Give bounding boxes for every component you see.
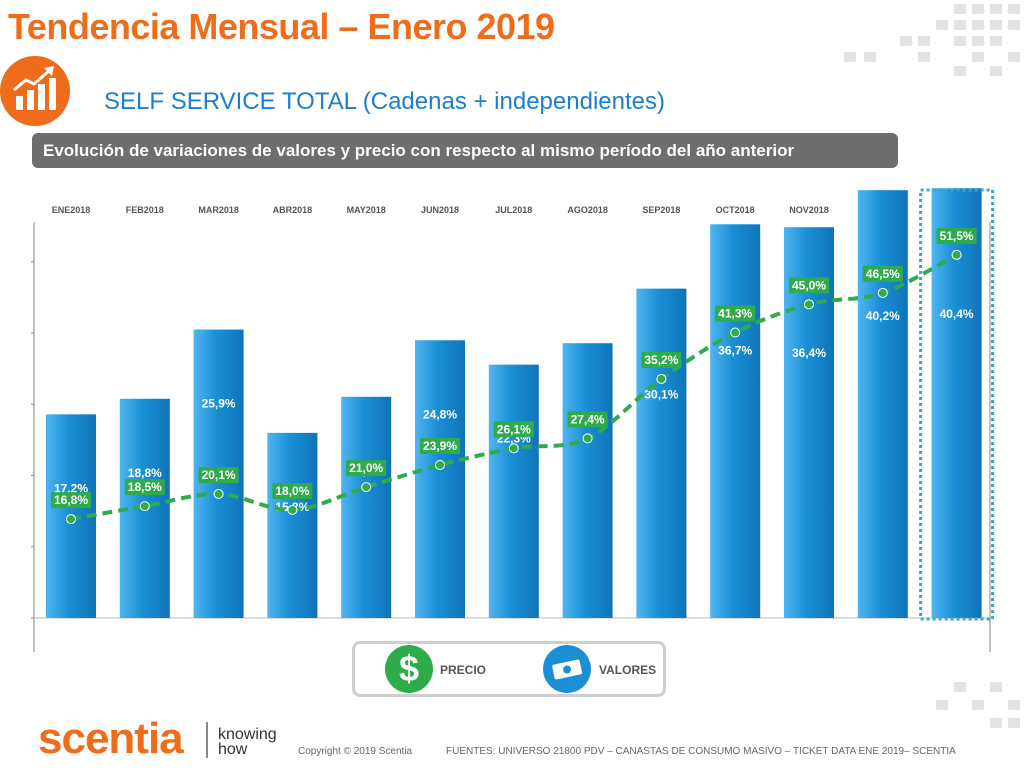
value-bar-label: 36,4%	[792, 346, 826, 360]
category-label: JUN2018	[421, 205, 459, 215]
category-label: AGO2018	[567, 205, 608, 215]
price-label: 41,3%	[718, 307, 752, 321]
price-label-box	[124, 479, 165, 496]
price-label-box	[272, 482, 313, 499]
section-subtitle: SELF SERVICE TOTAL (Cadenas + independie…	[104, 88, 665, 115]
combo-chart: ENE2018 FEB2018 MAR2018 ABR2018 MAY2018 JUN20…	[31, 188, 995, 652]
category-label: ENE2018	[52, 205, 91, 215]
price-label-box	[346, 460, 387, 477]
value-bars	[46, 188, 982, 619]
price-label-box	[641, 351, 682, 368]
tagline-line-1: knowing	[218, 726, 277, 743]
category-label: MAR2018	[198, 205, 239, 215]
dollar-icon: $	[385, 645, 433, 693]
value-bar	[636, 288, 687, 618]
chart-legend: $ PRECIO VALORES	[352, 641, 666, 697]
logo-divider	[206, 722, 208, 758]
price-point	[287, 504, 298, 515]
price-point	[582, 433, 593, 444]
category-label: OCT2018	[716, 205, 755, 215]
price-label: 21,0%	[349, 461, 383, 475]
value-bar-label: 24,8%	[423, 407, 457, 421]
value-bar	[415, 340, 465, 618]
value-bar	[488, 364, 539, 618]
price-label: 46,5%	[866, 267, 900, 281]
price-label-box	[198, 466, 239, 483]
price-point	[508, 443, 519, 454]
price-label-box	[936, 227, 977, 244]
price-label: 23,9%	[423, 439, 457, 453]
value-bar	[562, 343, 613, 618]
value-bar-label: 40,4%	[940, 307, 974, 321]
price-label-box	[420, 438, 460, 455]
price-point	[877, 287, 888, 298]
price-point	[435, 460, 445, 471]
price-line	[66, 249, 962, 525]
price-label-box	[789, 277, 829, 294]
legend-value-label: VALORES	[599, 663, 657, 677]
value-bar-label: 25,9%	[202, 397, 236, 411]
highlight-frame-rect	[919, 188, 995, 621]
category-label: NOV2018	[789, 205, 829, 215]
price-label: 27,4%	[571, 412, 605, 426]
price-label: 35,2%	[644, 353, 678, 367]
price-point	[66, 514, 76, 525]
value-bar	[857, 190, 908, 618]
highlight-frame	[919, 188, 995, 621]
value-bar-label: 36,7%	[718, 343, 752, 357]
legend-price-label: PRECIO	[440, 663, 487, 677]
copyright-text: Copyright © 2019 Scentia	[298, 746, 413, 757]
price-point	[656, 373, 667, 384]
price-label-box	[715, 305, 756, 322]
category-label: ABR2018	[273, 205, 313, 215]
value-bar-label: 18,8%	[128, 466, 162, 480]
scentia-logo: scentia	[38, 714, 184, 763]
price-label: 51,5%	[940, 229, 974, 243]
price-label-box	[567, 411, 608, 428]
decorative-pattern	[844, 4, 1020, 76]
price-label-box	[493, 421, 534, 438]
banknote-icon	[543, 645, 591, 693]
price-labels: 16,8% 18,5% 20,1% 18,0% 21,0% 23,9% 26,1% 27,4%…	[51, 227, 977, 509]
category-labels: ENE2018 FEB2018 MAR2018 ABR2018 MAY2018 JUN20…	[52, 205, 976, 215]
chart-description-banner: Evolución de variaciones de valores y pr…	[32, 133, 898, 168]
category-label: SEP2018	[642, 205, 680, 215]
price-label-box	[862, 265, 903, 282]
price-point	[804, 299, 814, 310]
price-label: 16,8%	[54, 493, 88, 507]
sources-text: FUENTES: UNIVERSO 21800 PDV – CANASTAS D…	[446, 746, 956, 757]
price-label: 45,0%	[792, 278, 826, 292]
price-point	[213, 488, 224, 499]
category-label: FEB2018	[126, 205, 164, 215]
price-point	[139, 501, 150, 512]
category-label: MAY2018	[347, 205, 386, 215]
value-bar	[267, 432, 318, 618]
price-point	[361, 482, 372, 493]
price-label: 18,5%	[128, 480, 162, 494]
price-label-box	[51, 492, 91, 509]
value-bar	[710, 224, 761, 618]
value-bar-label: 17,2%	[54, 481, 88, 495]
value-bar-label: 30,1%	[644, 388, 678, 402]
page-title: Tendencia Mensual – Enero 2019	[8, 6, 555, 47]
value-bar-label: 40,2%	[866, 309, 900, 323]
price-point	[730, 327, 741, 338]
logo-tagline: knowing how	[218, 726, 277, 758]
price-label: 20,1%	[202, 468, 236, 482]
price-label: 26,1%	[497, 422, 531, 436]
price-label: 18,0%	[275, 484, 309, 498]
decorative-pattern-bottom	[936, 682, 1020, 728]
tagline-line-2: how	[218, 741, 248, 758]
category-label: JUL2018	[495, 205, 532, 215]
chart-growth-icon	[0, 56, 70, 126]
value-bar	[341, 396, 392, 618]
price-point	[951, 249, 962, 260]
